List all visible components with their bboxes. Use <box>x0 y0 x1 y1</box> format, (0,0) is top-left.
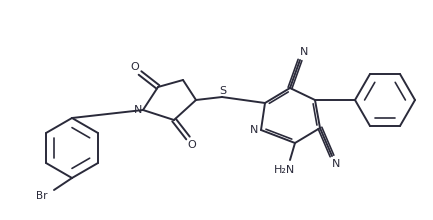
Text: O: O <box>187 140 197 150</box>
Text: O: O <box>131 62 139 72</box>
Text: S: S <box>220 86 226 96</box>
Text: N: N <box>134 105 142 115</box>
Text: N: N <box>332 159 340 169</box>
Text: Br: Br <box>36 191 48 201</box>
Text: N: N <box>250 125 258 135</box>
Text: N: N <box>300 47 308 57</box>
Text: H₂N: H₂N <box>275 165 296 175</box>
